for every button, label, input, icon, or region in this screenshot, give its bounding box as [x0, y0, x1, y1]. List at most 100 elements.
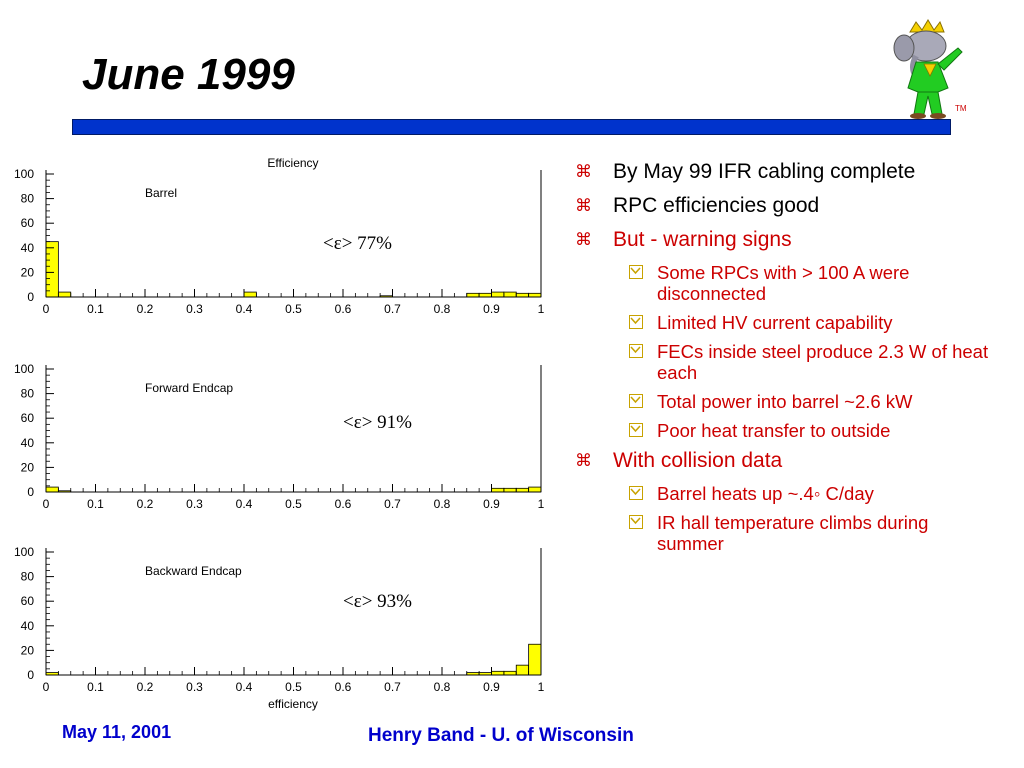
histogram-bar [528, 292, 542, 298]
sub-bullet-item: FECs inside steel produce 2.3 W of heat … [575, 341, 995, 383]
x-tick-label: 0.3 [186, 302, 203, 316]
sub-bullet-item: Poor heat transfer to outside [575, 420, 995, 441]
footer-date: May 11, 2001 [62, 722, 172, 742]
sub-bullet-text: FECs inside steel produce 2.3 W of heat … [657, 341, 989, 383]
x-tick-label: 0.5 [285, 497, 302, 511]
histogram-bar [515, 292, 530, 298]
x-tick-label: 0.6 [335, 497, 352, 511]
backward-endcap-efficiency-histogram: 0 20 40 60 80 100 0 0.1 0.2 0.3 0.4 0.5 0.6 0.7 0.8 0.9… [14, 545, 545, 711]
histogram-bar [528, 643, 542, 676]
histogram-bar [503, 487, 517, 493]
x-tick-label: 0.9 [483, 302, 500, 316]
histogram-bar [491, 291, 505, 298]
histogram-bar [45, 241, 59, 298]
sub-bullet-text: Poor heat transfer to outside [657, 420, 891, 441]
sub-bullet-text: IR hall temperature climbs during summer [657, 512, 929, 554]
barrel-mean-efficiency-label: <ε> 77% [323, 233, 392, 254]
bullet-item: ⌘ By May 99 IFR cabling complete [575, 160, 995, 184]
x-tick-label: 0.2 [137, 302, 154, 316]
x-tick-label: 0.6 [335, 302, 352, 316]
footer-author: Henry Band - U. of Wisconsin [368, 725, 634, 746]
checkbox-bullet-icon [629, 423, 643, 437]
sub-bullet-text: Some RPCs with > 100 A were disconnected [657, 262, 910, 304]
forward-mean-efficiency-label: <ε> 91% [343, 412, 412, 433]
histogram-bar [491, 487, 505, 493]
y-tick-label: 0 [27, 668, 34, 682]
bullet-item: ⌘ RPC efficiencies good [575, 194, 995, 218]
histogram-bar [503, 291, 517, 298]
x-tick-label: 0 [43, 302, 50, 316]
checkbox-bullet-icon [629, 344, 643, 358]
checkbox-bullet-icon [629, 265, 643, 279]
y-tick-label: 40 [21, 241, 35, 255]
histogram-bar [515, 487, 530, 493]
x-tick-label: 0.6 [335, 680, 352, 694]
checkbox-bullet-icon [629, 486, 643, 500]
histogram-panel-label: Barrel [145, 186, 177, 200]
histogram-bar [503, 670, 517, 676]
x-tick-label: 0.2 [137, 497, 154, 511]
x-tick-label: 0.3 [186, 497, 203, 511]
x-tick-label: 0.9 [483, 497, 500, 511]
command-bullet-icon: ⌘ [575, 230, 592, 250]
sub-bullet-item: Limited HV current capability [575, 312, 995, 333]
x-tick-label: 0 [43, 497, 50, 511]
elephant-mascot-logo [893, 19, 963, 119]
histogram-bar [45, 486, 59, 493]
y-tick-label: 0 [27, 485, 34, 499]
x-tick-label: 0.4 [236, 302, 253, 316]
y-tick-label: 100 [14, 545, 34, 559]
barrel-efficiency-histogram: 0 20 40 60 80 100 0 0.1 0.2 0.3 0.4 0.5 0.6 0.7 0.8 0.9… [14, 156, 545, 316]
sub-bullet-item: Barrel heats up ~.4◦ C/day [575, 483, 995, 504]
y-tick-label: 80 [21, 192, 35, 206]
chart-title: Efficiency [267, 156, 318, 170]
sub-bullet-item: IR hall temperature climbs during summer [575, 512, 995, 554]
x-tick-label: 0.1 [87, 680, 104, 694]
x-tick-label: 1 [538, 302, 545, 316]
checkbox-bullet-icon [629, 515, 643, 529]
x-tick-label: 0 [43, 680, 50, 694]
x-tick-label: 0.7 [384, 497, 401, 511]
histogram-bar [243, 291, 257, 298]
x-tick-label: 0.1 [87, 302, 104, 316]
slide-title: June 1999 [82, 50, 295, 99]
y-tick-label: 20 [21, 643, 35, 657]
y-tick-label: 0 [27, 290, 34, 304]
command-bullet-icon: ⌘ [575, 162, 592, 182]
x-tick-label: 0.3 [186, 680, 203, 694]
histogram-panel-label: Forward Endcap [145, 381, 233, 395]
x-tick-label: 0.7 [384, 302, 401, 316]
sub-bullet-text: Total power into barrel ~2.6 kW [657, 391, 913, 412]
bullet-item: ⌘ But - warning signs [575, 228, 995, 252]
x-tick-label: 0.5 [285, 302, 302, 316]
y-tick-label: 60 [21, 411, 35, 425]
bullet-text: RPC efficiencies good [613, 194, 820, 217]
bullet-text: By May 99 IFR cabling complete [613, 160, 916, 183]
x-tick-label: 0.4 [236, 497, 253, 511]
y-tick-label: 20 [21, 460, 35, 474]
forward-endcap-efficiency-histogram: 0 20 40 60 80 100 0 0.1 0.2 0.3 0.4 0.5 0.6 0.7 0.8 0.9… [14, 362, 545, 511]
y-tick-label: 80 [21, 570, 35, 584]
x-tick-label: 0.8 [434, 302, 451, 316]
x-tick-label: 0.5 [285, 680, 302, 694]
histogram-bar [478, 292, 492, 298]
y-tick-label: 60 [21, 594, 35, 608]
checkbox-bullet-icon [629, 394, 643, 408]
bullet-text: With collision data [613, 449, 783, 472]
x-tick-label: 1 [538, 497, 545, 511]
title-divider-bar [72, 119, 951, 135]
x-tick-label: 0.4 [236, 680, 253, 694]
command-bullet-icon: ⌘ [575, 196, 592, 216]
y-tick-label: 60 [21, 216, 35, 230]
histogram-panel-label: Backward Endcap [145, 564, 242, 578]
x-tick-label: 0.9 [483, 680, 500, 694]
trademark-label: TM [955, 104, 967, 113]
histogram-bar [491, 670, 505, 676]
x-tick-label: 1 [538, 680, 545, 694]
sub-bullet-text: Barrel heats up ~.4◦ C/day [657, 483, 874, 504]
y-tick-label: 100 [14, 167, 34, 181]
checkbox-bullet-icon [629, 315, 643, 329]
x-tick-label: 0.1 [87, 497, 104, 511]
x-tick-label: 0.2 [137, 680, 154, 694]
backward-mean-efficiency-label: <ε> 93% [343, 591, 412, 612]
